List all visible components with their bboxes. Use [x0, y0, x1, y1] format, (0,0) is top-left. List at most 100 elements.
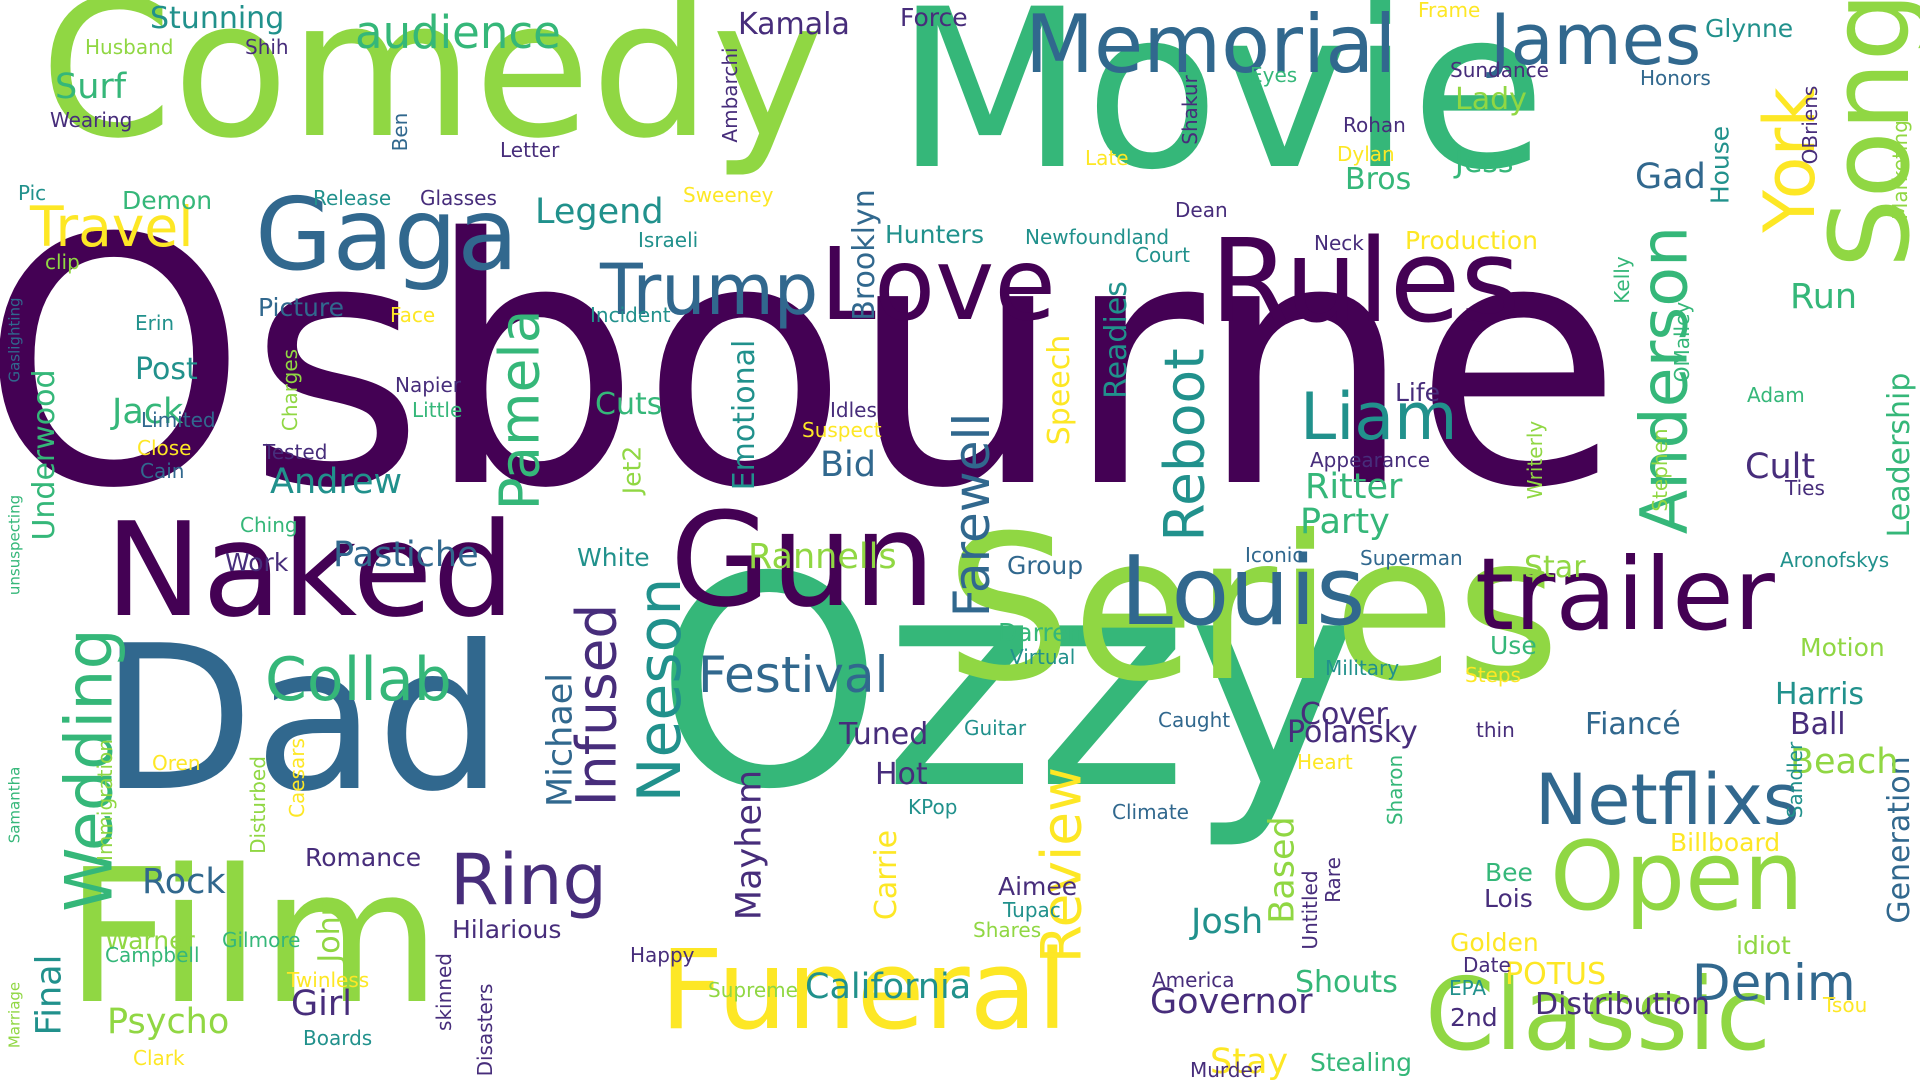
word-idiot: idiot — [1736, 931, 1791, 960]
word-post: Post — [135, 352, 198, 387]
word-virtual: Virtual — [1010, 645, 1076, 669]
word-2nd: 2nd — [1450, 1003, 1498, 1032]
word-bee: Bee — [1485, 858, 1533, 887]
word-obriens: OBriens — [1798, 85, 1822, 165]
word-iconic: Iconic — [1245, 543, 1304, 567]
word-reboot: Reboot — [1152, 348, 1217, 542]
word-harris: Harris — [1775, 677, 1865, 712]
word-aimee: Aimee — [998, 872, 1078, 901]
word-force: Force — [900, 3, 968, 32]
word-climate: Climate — [1112, 800, 1189, 824]
word-stunning: Stunning — [150, 1, 285, 36]
word-disasters: Disasters — [473, 983, 497, 1077]
word-netflixs: Netflixs — [1535, 759, 1800, 841]
word-idles: Idles — [830, 398, 877, 422]
word-louis: Louis — [1120, 537, 1366, 647]
word-steps: Steps — [1465, 663, 1521, 687]
word-film: Film — [65, 829, 441, 1045]
word-ball: Ball — [1790, 707, 1846, 742]
word-lady: Lady — [1455, 82, 1527, 117]
word-brooklyn: Brooklyn — [847, 189, 882, 321]
word-superman: Superman — [1360, 546, 1463, 570]
word-dean: Dean — [1175, 198, 1228, 222]
word-mayhem: Mayhem — [729, 769, 770, 921]
word-limited: Limited — [141, 408, 216, 432]
word-production: Production — [1405, 226, 1539, 255]
word-clip: clip — [45, 250, 80, 274]
word-court: Court — [1135, 243, 1190, 267]
word-shakur: Shakur — [1178, 75, 1202, 145]
word-romance: Romance — [305, 843, 422, 872]
word-cult: Cult — [1745, 447, 1816, 487]
word-white: White — [577, 543, 650, 572]
word-writerly: Writerly — [1523, 420, 1547, 500]
word-pic: Pic — [18, 181, 47, 205]
word-andrew: Andrew — [270, 462, 403, 502]
word-face: Face — [390, 303, 436, 327]
word-rare: Rare — [1321, 857, 1345, 903]
word-cain: Cain — [140, 459, 185, 483]
word-sundance: Sundance — [1450, 58, 1549, 82]
word-pamela: Pamela — [487, 309, 552, 511]
word-james: James — [1490, 0, 1702, 81]
word-america: America — [1152, 968, 1235, 992]
word-work: Work — [225, 548, 289, 577]
word-hilarious: Hilarious — [452, 915, 562, 944]
word-samantha: Samantha — [5, 766, 24, 844]
word-stealing: Stealing — [1310, 1048, 1412, 1077]
word-shih: Shih — [245, 35, 289, 59]
word-classic: Classic — [1425, 956, 1771, 1073]
word-ching: Ching — [240, 513, 298, 537]
word-rules: Rules — [1210, 215, 1521, 349]
word-love: Love — [820, 226, 1056, 343]
word-ben: Ben — [388, 112, 412, 152]
word-neck: Neck — [1314, 231, 1364, 255]
word-audience: audience — [355, 6, 561, 59]
word-kamala: Kamala — [738, 7, 850, 42]
word-honors: Honors — [1640, 66, 1711, 90]
word-military: Military — [1325, 656, 1400, 680]
word-cuts: Cuts — [595, 387, 663, 422]
word-trailer: trailer — [1475, 536, 1775, 653]
word-ring: Ring — [450, 839, 607, 921]
word-memorial: Memorial — [1025, 0, 1397, 91]
word-osbourne: Osbourne — [0, 167, 1623, 563]
word-close: Close — [137, 436, 192, 460]
word-farewell: Farewell — [943, 412, 1001, 618]
word-review: Review — [1029, 766, 1094, 964]
word-governor: Governor — [1150, 982, 1313, 1022]
word-denim: Denim — [1692, 954, 1856, 1012]
word-newfoundland: Newfoundland — [1025, 225, 1170, 249]
word-rohan: Rohan — [1343, 113, 1406, 137]
word-suspect: Suspect — [802, 418, 882, 442]
word-shares: Shares — [973, 918, 1042, 942]
word-hunters: Hunters — [885, 220, 984, 249]
word-party: Party — [1300, 502, 1390, 542]
word-surf: Surf — [55, 67, 127, 107]
word-unsuspecting: unsuspecting — [5, 494, 24, 596]
word-jack: Jack — [112, 392, 184, 432]
word-cover: Cover — [1300, 697, 1388, 732]
word-letter: Letter — [500, 138, 560, 162]
word-use: Use — [1490, 631, 1537, 660]
word-erin: Erin — [135, 311, 175, 335]
word-little: Little — [412, 398, 463, 422]
word-gad: Gad — [1635, 157, 1706, 197]
word-michael: Michael — [540, 672, 581, 808]
word-shouts: Shouts — [1295, 965, 1398, 1000]
word-stephen: Stephen — [1648, 428, 1672, 512]
word-tupac: Tupac — [1003, 898, 1061, 922]
word-sandler: Sandler — [1783, 741, 1807, 819]
word-adam: Adam — [1747, 383, 1805, 407]
word-oren: Oren — [152, 751, 201, 775]
word-liam: Liam — [1300, 380, 1458, 455]
word-release: Release — [313, 186, 392, 210]
word-hot: Hot — [875, 757, 928, 792]
word-glynne: Glynne — [1705, 14, 1794, 43]
word-twinless: Twinless — [287, 968, 370, 992]
word-funeral: Funeral — [660, 926, 1068, 1054]
word-star: Star — [1524, 550, 1586, 585]
word-heart: Heart — [1297, 750, 1353, 774]
word-travel: Travel — [30, 195, 194, 259]
